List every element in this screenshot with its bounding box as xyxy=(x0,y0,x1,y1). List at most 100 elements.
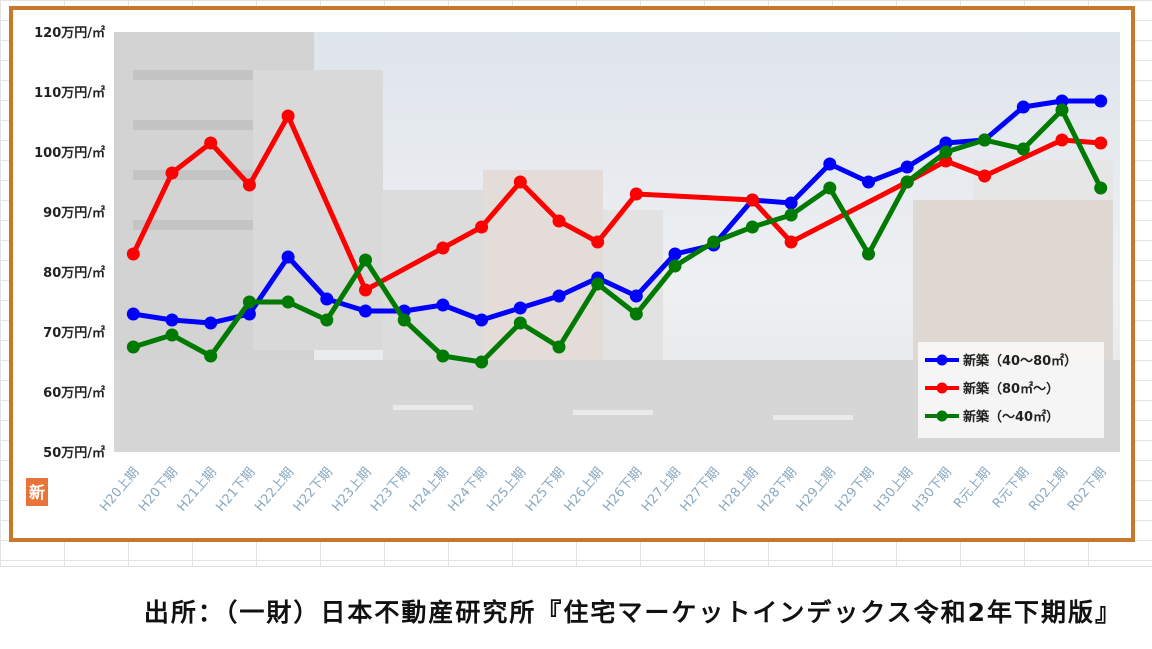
data-point xyxy=(126,340,140,354)
data-point xyxy=(978,169,992,183)
data-point xyxy=(1094,94,1108,108)
data-point xyxy=(591,235,605,249)
data-point xyxy=(668,247,682,261)
x-tick-label: H24上期 xyxy=(407,465,452,515)
data-point xyxy=(900,160,914,174)
legend-marker xyxy=(936,354,948,366)
data-point xyxy=(784,208,798,222)
x-tick-label: R02下期 xyxy=(1065,465,1110,514)
x-tick-label: H27上期 xyxy=(639,465,684,515)
data-point xyxy=(823,181,837,195)
chart-frame: 120万円/㎡ 110万円/㎡ 100万円/㎡ 90万円/㎡ 80万円/㎡ 70万円/㎡ 6… xyxy=(9,6,1135,542)
x-tick-label: H27下期 xyxy=(678,465,723,515)
data-point xyxy=(1055,103,1069,117)
y-tick-label: 120万円/㎡ xyxy=(34,25,105,41)
data-point xyxy=(591,277,605,291)
data-point xyxy=(281,295,295,309)
logo-text: 新 xyxy=(29,483,45,502)
y-tick-label: 70万円/㎡ xyxy=(43,325,105,341)
data-point xyxy=(862,247,875,261)
data-point xyxy=(900,175,914,189)
data-point xyxy=(1016,142,1030,156)
source-band: 出所：（一財）日本不動産研究所『住宅マーケットインデックス令和2年下期版』 xyxy=(0,566,1152,649)
y-tick-label: 60万円/㎡ xyxy=(43,385,105,401)
data-point xyxy=(126,307,140,321)
data-point xyxy=(475,220,489,234)
x-tick-label: H22上期 xyxy=(252,465,297,515)
x-tick-label: H28上期 xyxy=(716,465,761,515)
x-tick-label: H26下期 xyxy=(600,465,645,515)
data-point xyxy=(1055,94,1069,108)
data-point xyxy=(978,133,992,147)
data-point xyxy=(436,298,450,312)
data-point xyxy=(359,253,372,267)
data-point xyxy=(165,313,179,327)
data-point xyxy=(552,289,566,303)
legend-label: 新築（80㎡～） xyxy=(963,381,1059,397)
data-point xyxy=(320,313,334,327)
data-point xyxy=(513,301,527,315)
data-point xyxy=(629,187,643,201)
data-point xyxy=(359,304,372,318)
chart-svg: 120万円/㎡ 110万円/㎡ 100万円/㎡ 90万円/㎡ 80万円/㎡ 70万円/㎡ 6… xyxy=(26,25,1120,515)
data-point xyxy=(668,259,682,273)
x-tick-label: H20下期 xyxy=(136,465,181,515)
x-tick-label: H29上期 xyxy=(794,465,839,515)
data-point xyxy=(513,175,527,189)
data-point xyxy=(939,136,953,150)
data-point xyxy=(475,313,489,327)
data-point xyxy=(242,295,256,309)
data-point xyxy=(862,175,875,189)
legend: 新築（40～80㎡） 新築（80㎡～） 新築（～40㎡） xyxy=(918,342,1104,438)
series-line-1 xyxy=(130,98,1104,326)
data-point xyxy=(165,328,179,342)
y-tick-label: 100万円/㎡ xyxy=(34,145,105,161)
logo-badge: 新 xyxy=(26,478,48,506)
x-tick-label: R元上期 xyxy=(951,465,993,511)
x-tick-label: H24下期 xyxy=(446,465,491,515)
data-point xyxy=(939,154,953,168)
data-point xyxy=(552,340,566,354)
street-photo-background xyxy=(114,32,1120,452)
data-point xyxy=(939,145,953,159)
data-point xyxy=(281,250,295,264)
x-tick-label: H30下期 xyxy=(910,465,955,515)
data-point xyxy=(823,157,837,171)
legend-marker xyxy=(936,410,948,422)
x-tick-label: H29下期 xyxy=(832,465,877,515)
y-tick-label: 90万円/㎡ xyxy=(43,205,105,221)
y-axis-ticks: 120万円/㎡ 110万円/㎡ 100万円/㎡ 90万円/㎡ 80万円/㎡ 70万円/㎡ 6… xyxy=(34,25,105,461)
data-point xyxy=(1055,133,1069,147)
legend-marker xyxy=(936,382,948,394)
x-tick-label: H26上期 xyxy=(562,465,607,515)
data-point xyxy=(513,316,527,330)
data-point xyxy=(436,349,450,363)
data-point xyxy=(629,289,643,303)
x-tick-label: H30上期 xyxy=(871,465,916,515)
data-point xyxy=(707,235,721,249)
legend-label: 新築（～40㎡） xyxy=(963,409,1059,425)
data-point xyxy=(204,316,218,330)
data-point xyxy=(1094,136,1108,150)
data-point xyxy=(745,220,759,234)
data-point xyxy=(629,307,643,321)
x-tick-label: R02上期 xyxy=(1026,465,1071,514)
y-tick-label: 50万円/㎡ xyxy=(43,445,105,461)
data-point xyxy=(784,196,798,210)
y-tick-label: 110万円/㎡ xyxy=(34,85,105,101)
data-point xyxy=(397,313,411,327)
x-tick-label: H28下期 xyxy=(755,465,800,515)
data-point xyxy=(1094,181,1108,195)
series-layer xyxy=(126,94,1108,369)
data-point xyxy=(436,241,450,255)
x-tick-label: H25上期 xyxy=(484,465,529,515)
x-tick-label: H20上期 xyxy=(97,465,142,515)
data-point xyxy=(320,292,334,306)
x-tick-label: H22下期 xyxy=(291,465,336,515)
series-line-3 xyxy=(130,107,1104,365)
legend-label: 新築（40～80㎡） xyxy=(963,353,1077,369)
x-tick-label: H23上期 xyxy=(329,465,374,515)
source-note: 出所：（一財）日本不動産研究所『住宅マーケットインデックス令和2年下期版』 xyxy=(143,598,1122,627)
x-tick-label: H21下期 xyxy=(213,465,258,515)
data-point xyxy=(281,109,295,123)
